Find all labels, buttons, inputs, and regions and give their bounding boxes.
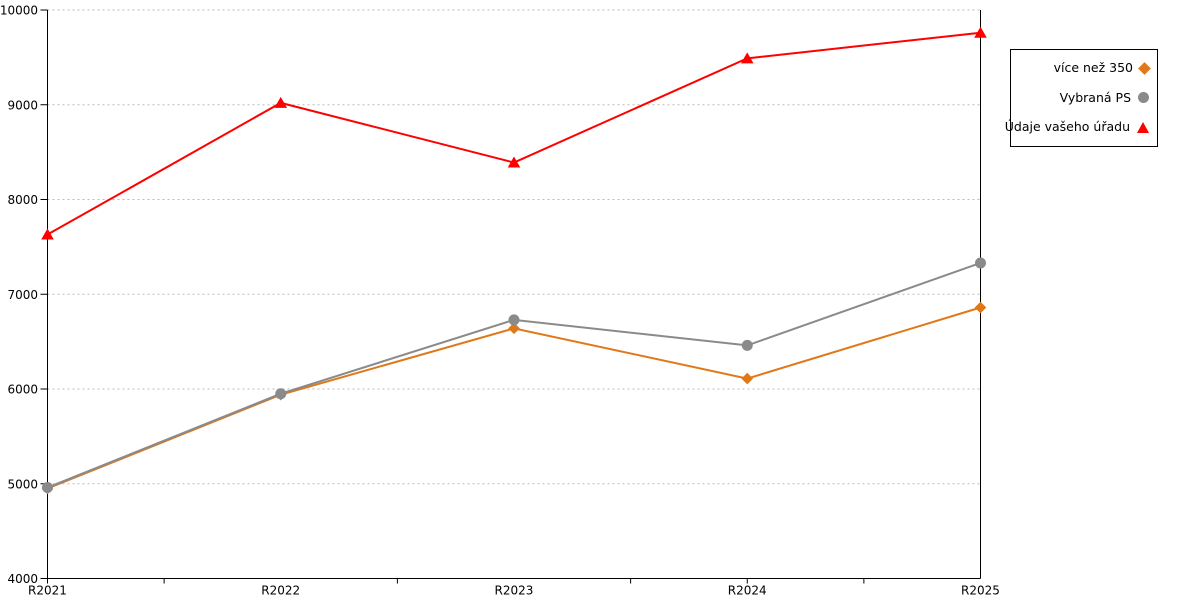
x-axis-category-label: R2022 — [261, 584, 300, 598]
legend-label: Údaje vašeho úřadu — [1004, 119, 1130, 135]
series-line-triangle — [47, 31, 981, 236]
circle-marker-icon — [741, 339, 753, 351]
series-line-diamond — [47, 306, 981, 490]
y-axis-tick-label: 9000 — [7, 98, 38, 112]
triangle-marker-icon — [507, 156, 521, 168]
y-axis-tick-label: 8000 — [7, 193, 38, 207]
legend-label: více než 350 — [1053, 60, 1133, 76]
chart-legend: více než 350 Vybraná PS Údaje vašeho úřa… — [1005, 49, 1158, 147]
legend-item-udaje-vaseho-uradu: Údaje vašeho úřadu — [1005, 121, 1149, 134]
diamond-marker-icon — [974, 301, 987, 314]
diamond-marker-icon — [741, 372, 754, 385]
legend-item-vybrana-ps: Vybraná PS — [1015, 89, 1149, 105]
triangle-marker-icon — [740, 52, 754, 64]
circle-marker-icon — [508, 314, 520, 326]
legend-label: Vybraná PS — [1059, 89, 1131, 105]
triangle-marker-icon — [41, 228, 54, 240]
x-axis-category-label: R2023 — [495, 584, 534, 598]
legend-item-vice-nez-350: více než 350 — [1015, 60, 1151, 76]
circle-marker-icon — [275, 388, 287, 400]
x-axis-category-label: R2025 — [961, 584, 1000, 598]
circle-marker-icon — [42, 482, 53, 494]
series-line-circle — [47, 262, 981, 489]
y-axis-tick-label: 10000 — [0, 4, 38, 18]
x-axis-category-label: R2024 — [728, 584, 767, 598]
triangle-marker-icon — [974, 26, 987, 38]
circle-marker-icon — [1138, 92, 1149, 104]
y-axis-tick-label: 4000 — [7, 572, 38, 586]
triangle-marker-icon — [1137, 121, 1149, 133]
x-axis-category-label: R2021 — [28, 584, 67, 598]
y-axis-tick-label: 6000 — [7, 383, 38, 397]
triangle-marker-icon — [274, 96, 288, 108]
diamond-marker-icon — [1138, 62, 1151, 76]
y-axis-tick-label: 5000 — [7, 477, 38, 491]
diamond-marker-icon — [508, 322, 520, 335]
circle-marker-icon — [975, 257, 986, 269]
y-axis-tick-label: 7000 — [7, 288, 38, 302]
